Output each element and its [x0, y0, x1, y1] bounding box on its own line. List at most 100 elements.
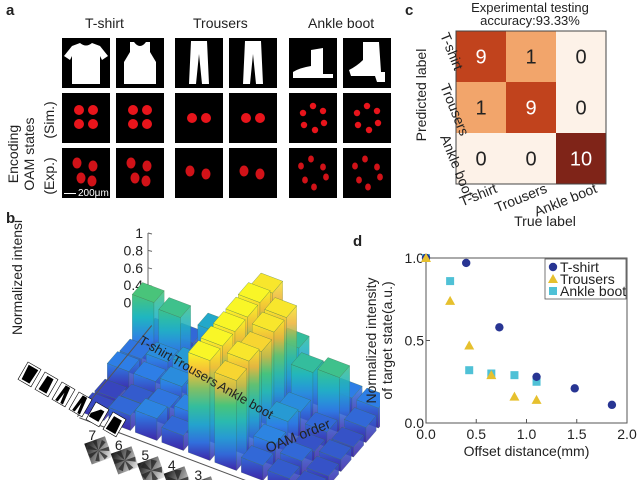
beam-lobe	[201, 113, 211, 123]
y-axis-label-line1: Normalized intensity	[363, 277, 379, 403]
beam-lobe	[187, 113, 197, 123]
x-axis-label: Offset distance(mm)	[464, 443, 590, 459]
bar-top-face	[292, 431, 326, 452]
data-point-ankle-boot	[446, 277, 455, 286]
beam-lobe	[302, 176, 308, 184]
data-point-trousers	[531, 394, 542, 404]
beam-lobe	[128, 105, 138, 115]
exp-beam	[229, 148, 277, 198]
beam-lobe	[141, 175, 151, 187]
beam-lobe	[185, 165, 195, 177]
bar-top-face	[158, 297, 192, 318]
data-point-trousers	[421, 253, 431, 262]
beam-lobe	[374, 119, 382, 127]
thumbnail-shape	[21, 364, 39, 384]
bar-top-face	[212, 311, 246, 332]
bar-top-face	[279, 440, 313, 462]
sim-beam	[62, 93, 110, 143]
predicted-label-axis-title: Predicted label	[413, 49, 429, 142]
input-image	[289, 38, 337, 88]
phase-spoke	[151, 466, 163, 473]
thumbnail-shape	[55, 385, 71, 405]
beam-lobe	[298, 162, 304, 170]
data-point-trousers	[486, 370, 497, 380]
row-thumbnail-icon	[102, 411, 127, 438]
beam-lobe	[300, 121, 308, 129]
scale-bar-label: 200μm	[78, 188, 109, 199]
input-image	[343, 38, 391, 88]
row-thumbnail-icon	[68, 391, 93, 418]
x-tick-label: 0.5	[467, 426, 487, 442]
bar	[240, 445, 274, 480]
oam-tick-label: 2	[221, 477, 229, 480]
matrix-cell-value: 0	[525, 149, 536, 171]
matrix-cell-value: 9	[475, 47, 486, 69]
phase-spoke	[150, 459, 157, 471]
bar-top-face	[106, 351, 140, 372]
row-label-encoding: Encoding OAM states	[5, 99, 37, 209]
matrix-cell	[556, 82, 606, 133]
phase-pattern-icon	[110, 446, 139, 475]
bar-top-face	[239, 331, 273, 352]
legend-label: T-shirt	[560, 259, 599, 275]
input-image	[62, 38, 110, 88]
trousers-icon	[243, 41, 263, 84]
class-title-tshirt: T-shirt	[85, 15, 124, 31]
class-title-ankle-boot: Ankle boot	[308, 15, 375, 31]
phase-spoke	[118, 460, 125, 472]
beam-lobe	[320, 163, 326, 171]
beam-lobe	[241, 113, 251, 123]
beam-lobe	[374, 163, 380, 171]
bar-top-face	[145, 341, 179, 363]
bar-top-face	[267, 458, 301, 479]
legend-marker	[548, 262, 558, 272]
exp-beam	[289, 148, 337, 198]
phase-spoke	[88, 450, 99, 459]
row-label-line2: OAM states	[21, 117, 37, 191]
beam-lobe	[201, 168, 211, 180]
bar-top-face	[318, 439, 352, 460]
y-tick-label: 0.5	[405, 333, 425, 349]
panel-b-letter: b	[6, 210, 16, 227]
phase-spoke	[167, 476, 178, 480]
input-image	[175, 38, 223, 88]
beam-lobe	[354, 121, 362, 129]
y-tick-label: 0.0	[405, 415, 425, 431]
phase-pattern-icon	[84, 436, 113, 465]
confusion-title-line1: Experimental testing	[471, 0, 589, 15]
matrix-cell	[506, 133, 556, 184]
bar-top-face	[159, 366, 193, 387]
matrix-cell	[456, 31, 506, 82]
exp-beam	[62, 148, 110, 198]
exp-beam	[175, 148, 223, 198]
legend-marker	[548, 274, 558, 283]
beam-lobe	[365, 126, 373, 134]
thumbnail-shape	[38, 375, 54, 394]
input-image	[116, 38, 164, 88]
beam-lobe	[362, 155, 368, 163]
data-point-ankle-boot	[510, 371, 519, 380]
beam-lobe	[74, 105, 84, 115]
legend-marker	[549, 287, 557, 295]
bar	[214, 360, 248, 472]
beam-lobe	[356, 176, 362, 184]
legend-label: Trousers	[560, 271, 615, 287]
phase-spoke	[87, 445, 99, 451]
matrix-cell-value: 0	[475, 149, 486, 171]
tank-top-icon	[124, 42, 156, 84]
data-point-trousers	[445, 295, 456, 305]
y-axis-label: Normalized intensityof target state(a.u.…	[363, 277, 395, 403]
class-title-trousers: Trousers	[193, 15, 248, 31]
data-point-t-shirt	[570, 384, 579, 393]
phase-spoke	[98, 450, 108, 460]
bar-top-face	[250, 272, 284, 294]
bar-top-face	[131, 282, 165, 303]
beam-lobe	[255, 168, 265, 180]
z-tick-label: 0.6	[124, 260, 144, 276]
thumbnail-frame	[51, 381, 76, 408]
beam-lobe	[142, 160, 152, 172]
phase-spoke	[151, 470, 159, 480]
thumbnail-shape	[72, 395, 88, 415]
z-axis-label: Normalized intensity	[9, 220, 25, 335]
beam-lobe	[352, 162, 358, 170]
